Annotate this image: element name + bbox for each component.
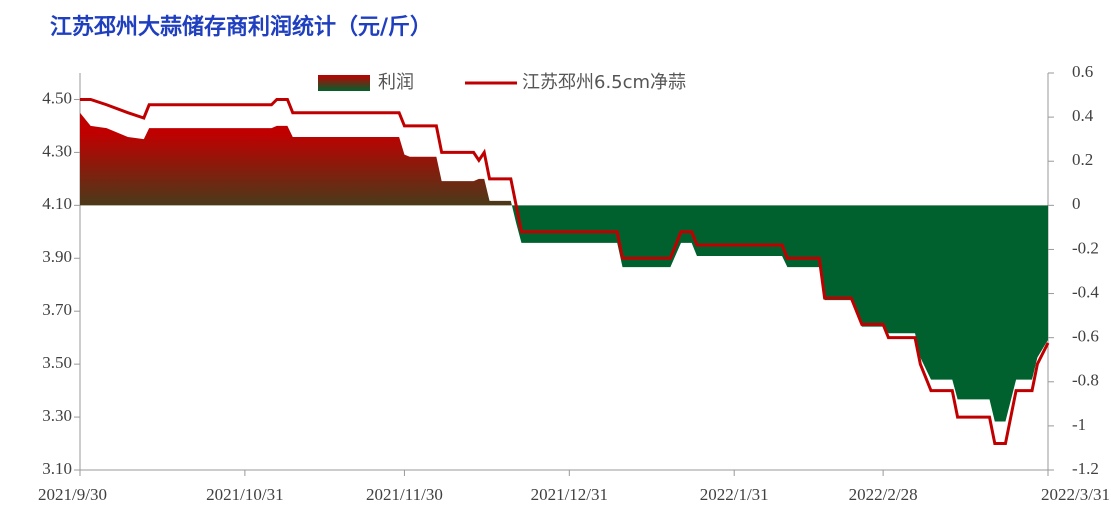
legend-label: 江苏邳州6.5cm净蒜 — [522, 72, 686, 93]
x-tick-label: 2022/3/31 — [1041, 485, 1110, 504]
y2-tick-label: -0.6 — [1072, 327, 1099, 346]
y-tick-label: 4.50 — [42, 88, 72, 107]
y-tick-label: 3.50 — [42, 353, 72, 372]
y2-tick-label: 0 — [1072, 194, 1081, 213]
y2-tick-label: 0.4 — [1072, 106, 1094, 125]
y2-tick-label: 0.2 — [1072, 150, 1093, 169]
y-tick-label: 4.10 — [42, 194, 72, 213]
x-tick-label: 2022/2/28 — [849, 485, 918, 504]
y2-tick-label: -1.2 — [1072, 459, 1099, 478]
profit-area — [80, 112, 1048, 422]
y2-tick-label: -0.4 — [1072, 282, 1099, 301]
x-tick-label: 2021/10/31 — [206, 485, 283, 504]
y-tick-label: 4.30 — [42, 141, 72, 160]
y2-tick-label: 0.6 — [1072, 62, 1093, 81]
y-tick-label: 3.70 — [42, 300, 72, 319]
x-tick-label: 2021/12/31 — [531, 485, 608, 504]
chart-title: 江苏邳州大蒜储存商利润统计（元/斤） — [50, 14, 432, 40]
y2-tick-label: -1 — [1072, 415, 1086, 434]
y-tick-label: 3.30 — [42, 406, 72, 425]
legend-swatch — [318, 75, 370, 91]
x-tick-label: 2021/11/30 — [366, 485, 443, 504]
y-tick-label: 3.10 — [42, 459, 72, 478]
x-tick-label: 2022/1/31 — [700, 485, 769, 504]
x-tick-label: 2021/9/30 — [38, 485, 107, 504]
y2-tick-label: -0.2 — [1072, 238, 1099, 257]
price-line — [80, 97, 1050, 446]
y2-tick-label: -0.8 — [1072, 371, 1099, 390]
legend-label: 利润 — [378, 72, 414, 93]
y-tick-label: 3.90 — [42, 247, 72, 266]
